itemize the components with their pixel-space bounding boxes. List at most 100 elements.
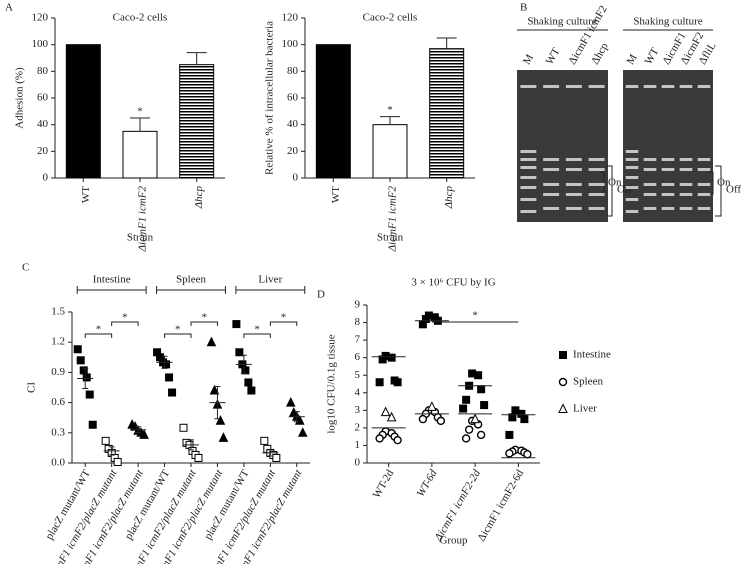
point bbox=[218, 432, 229, 442]
annotation: * bbox=[254, 324, 260, 336]
annotation: * bbox=[472, 310, 478, 322]
lane-label: Δhcp bbox=[589, 40, 611, 66]
gel-band bbox=[588, 183, 605, 186]
gel-band bbox=[520, 85, 537, 88]
sem-bar bbox=[267, 449, 274, 457]
bar bbox=[429, 48, 465, 179]
group-label: Liver bbox=[258, 274, 282, 286]
gel-band bbox=[520, 158, 537, 161]
x-tick-label: Δhcp bbox=[443, 186, 455, 210]
point bbox=[520, 415, 529, 424]
point bbox=[436, 416, 446, 426]
y-tick-label: 0.9 bbox=[51, 366, 65, 378]
point bbox=[459, 404, 468, 413]
gel-band bbox=[543, 207, 560, 210]
gel-band bbox=[565, 207, 582, 210]
y-tick-label: 0 bbox=[293, 172, 299, 184]
y-axis-label: Relative % of intracellular bacteria bbox=[264, 21, 276, 175]
point bbox=[476, 430, 486, 440]
sig-bracket bbox=[111, 321, 139, 326]
sem-bar bbox=[214, 385, 221, 420]
sem-bar bbox=[82, 367, 89, 390]
point bbox=[297, 427, 308, 437]
point bbox=[285, 396, 296, 407]
y-tick-label: 8 bbox=[355, 316, 361, 328]
gel-band bbox=[565, 168, 582, 171]
gel-band bbox=[661, 158, 675, 161]
gel-band bbox=[588, 207, 605, 210]
point bbox=[241, 366, 250, 375]
gel-band bbox=[565, 158, 582, 161]
gel-band bbox=[661, 207, 675, 210]
y-tick-label: 120 bbox=[32, 12, 49, 24]
point bbox=[235, 348, 244, 357]
point bbox=[387, 353, 396, 362]
gel-band bbox=[697, 85, 711, 88]
y-tick-label: 1.5 bbox=[51, 306, 65, 318]
y-tick-label: 60 bbox=[37, 92, 49, 104]
point bbox=[477, 385, 486, 394]
point bbox=[462, 395, 471, 404]
point bbox=[418, 320, 427, 329]
group-bracket bbox=[76, 286, 147, 294]
group-bracket bbox=[156, 286, 226, 294]
lane-label: M bbox=[624, 52, 639, 67]
y-tick-label: 3 bbox=[355, 404, 361, 416]
x-tick-label: WT bbox=[330, 186, 342, 203]
point bbox=[232, 320, 241, 329]
y-tick-label: 0.6 bbox=[51, 396, 65, 408]
gel-band bbox=[565, 85, 582, 88]
gel-band bbox=[643, 168, 657, 171]
gel-image bbox=[517, 70, 608, 222]
gel-band bbox=[679, 207, 693, 210]
point bbox=[85, 390, 94, 399]
point bbox=[215, 415, 226, 425]
annotation: * bbox=[387, 104, 393, 116]
gel-band bbox=[697, 183, 711, 186]
y-tick-label: 2 bbox=[355, 421, 361, 433]
y-tick-label: 120 bbox=[282, 12, 299, 24]
annotation: * bbox=[175, 324, 181, 336]
gel-on: On bbox=[717, 177, 731, 189]
point bbox=[139, 429, 149, 439]
sem-bar bbox=[188, 439, 194, 451]
gel-panel: B Shaking culture Shaking culture On Off… bbox=[517, 2, 741, 222]
gel-band bbox=[661, 193, 675, 196]
y-tick-label: 100 bbox=[282, 38, 299, 50]
point bbox=[73, 345, 82, 354]
gel-band bbox=[588, 168, 605, 171]
annotation: * bbox=[281, 312, 287, 324]
x-tick-label: ΔicmF1 icmF2-2d bbox=[432, 467, 483, 544]
gel-band bbox=[625, 186, 639, 189]
gel-band bbox=[625, 85, 639, 88]
x-axis-label: Strain bbox=[377, 232, 404, 244]
annotation: * bbox=[122, 312, 128, 324]
gel-band bbox=[643, 193, 657, 196]
point bbox=[558, 377, 568, 387]
y-tick-label: 80 bbox=[287, 65, 299, 77]
point bbox=[480, 401, 489, 410]
gel-band bbox=[520, 150, 537, 153]
y-tick-label: 0 bbox=[355, 457, 361, 469]
point bbox=[393, 378, 402, 387]
sig-bracket bbox=[164, 333, 192, 338]
group-label: Intestine bbox=[93, 274, 131, 286]
chart-title: Caco-2 cells bbox=[363, 12, 418, 24]
gel-band bbox=[588, 193, 605, 196]
sem-bar bbox=[108, 446, 115, 456]
point bbox=[523, 450, 532, 459]
x-axis-label: Group bbox=[439, 535, 468, 547]
point bbox=[378, 355, 387, 364]
x-axis-label: Strain bbox=[127, 232, 154, 244]
gel-band bbox=[565, 183, 582, 186]
sem-bar bbox=[240, 354, 247, 374]
gel-band bbox=[625, 166, 639, 169]
gel-band bbox=[697, 168, 711, 171]
y-tick-label: 0.3 bbox=[51, 426, 65, 438]
lane-label: WT bbox=[544, 46, 563, 67]
y-tick-label: 0 bbox=[43, 172, 49, 184]
gel-band bbox=[520, 210, 537, 213]
point bbox=[375, 378, 384, 387]
gel-band bbox=[643, 85, 657, 88]
gel-band bbox=[520, 186, 537, 189]
